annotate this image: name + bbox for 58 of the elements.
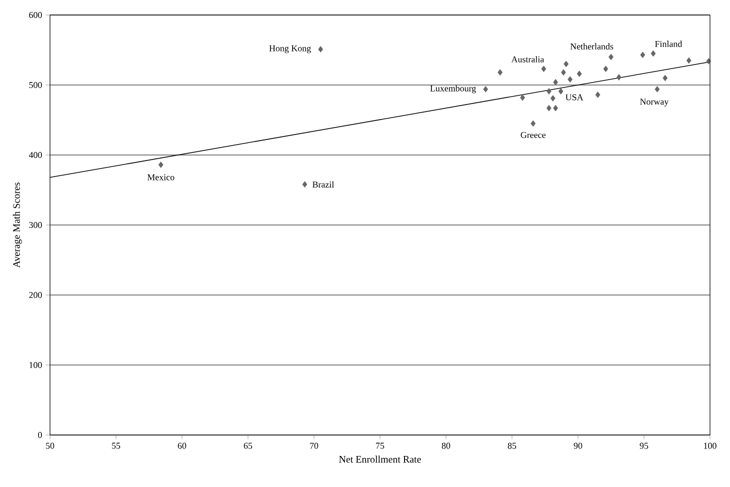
point (158, 162, 164, 168)
point (520, 94, 526, 101)
x-tick-label: 100 (704, 442, 716, 449)
point (603, 66, 608, 72)
point (546, 88, 552, 94)
point (553, 104, 558, 112)
x-tick-label: 80 (442, 442, 450, 449)
point (650, 50, 656, 57)
point (576, 70, 582, 77)
point (318, 46, 324, 52)
point (616, 74, 622, 80)
point (498, 69, 503, 76)
point (595, 92, 600, 98)
annotation: Brazil (312, 181, 334, 188)
x-tick-label: 70 (310, 442, 318, 449)
point (530, 120, 536, 127)
point (550, 95, 556, 102)
y-tick-label: 200 (29, 292, 42, 298)
annotation: Finland (655, 40, 682, 47)
annotation: Australia (511, 56, 544, 62)
y-tick-label: 300 (29, 222, 42, 228)
x-axis-title: Net Enrollment Rate (339, 456, 421, 463)
point (558, 88, 564, 94)
x-tick-label: 60 (178, 442, 186, 449)
point (541, 66, 546, 72)
annotation: Norway (640, 98, 669, 107)
x-tick-label: 75 (376, 442, 384, 449)
point (608, 54, 614, 60)
y-tick-label: 100 (30, 362, 42, 368)
point (568, 76, 573, 83)
point (654, 86, 660, 92)
x-tick-label: 55 (112, 442, 120, 449)
annotation: Greece (520, 132, 546, 138)
point (561, 69, 566, 76)
y-tick-label: 0 (38, 432, 42, 438)
annotation: Netherlands (570, 43, 614, 50)
point (686, 57, 692, 64)
point (483, 86, 488, 92)
point (564, 60, 569, 68)
x-tick-label: 95 (640, 442, 648, 449)
point (640, 52, 646, 58)
annotation: Luxembourg (430, 85, 476, 94)
x-tick-label: 50 (46, 442, 54, 449)
x-tick-label: 65 (244, 442, 252, 449)
y-tick-label: 400 (28, 152, 42, 158)
point (553, 79, 558, 86)
y-tick-label: 600 (29, 12, 42, 18)
y-tick-label: 500 (29, 82, 42, 88)
point (706, 58, 712, 64)
annotation: Mexico (147, 174, 174, 180)
point (546, 104, 552, 112)
annotation: USA (566, 94, 584, 100)
y-axis-title: Average Math Scores (12, 182, 22, 268)
annotation: Hong Kong (269, 45, 311, 54)
point (302, 181, 308, 188)
x-tick-label: 85 (508, 442, 516, 449)
point (662, 74, 668, 82)
x-tick-label: 90 (574, 442, 582, 449)
